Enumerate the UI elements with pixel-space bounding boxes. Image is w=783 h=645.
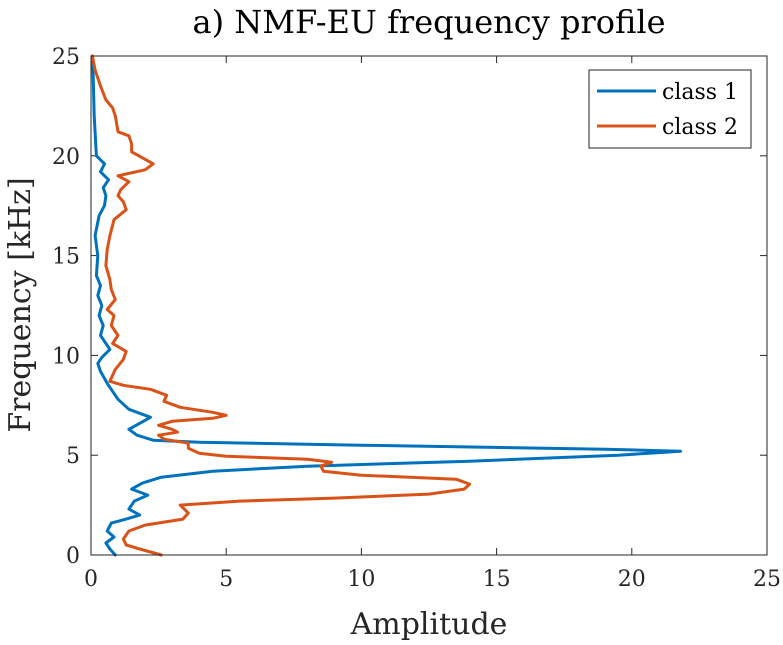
plot-frame bbox=[90, 55, 768, 556]
y-axis-title: Frequency [kHz] bbox=[3, 177, 38, 432]
x-tick-label: 5 bbox=[219, 567, 233, 592]
x-tick-label: 0 bbox=[84, 567, 98, 592]
series-line-class-2 bbox=[90, 54, 472, 557]
legend-label-class-2: class 2 bbox=[662, 115, 738, 140]
y-tick-label: 0 bbox=[66, 544, 80, 569]
y-tick-label: 15 bbox=[52, 245, 80, 270]
legend-box bbox=[588, 69, 752, 149]
legend-label-class-1: class 1 bbox=[662, 80, 738, 105]
legend: class 1 class 2 bbox=[588, 69, 752, 149]
tick-labels: 0 5 10 15 20 25 0 5 10 15 20 25 bbox=[52, 45, 781, 592]
x-axis-title: Amplitude bbox=[350, 607, 508, 642]
series-line-class-1 bbox=[90, 54, 682, 557]
y-tick-label: 25 bbox=[52, 45, 80, 70]
y-tick-label: 10 bbox=[52, 344, 80, 369]
chart-title: a) NMF-EU frequency profile bbox=[192, 3, 665, 41]
series-lines bbox=[90, 54, 682, 557]
x-tick-label: 15 bbox=[483, 567, 511, 592]
y-tick-label: 20 bbox=[52, 145, 80, 170]
x-tick-label: 10 bbox=[347, 567, 375, 592]
x-tick-label: 20 bbox=[618, 567, 646, 592]
x-tick-label: 25 bbox=[753, 567, 781, 592]
y-tick-label: 5 bbox=[66, 444, 80, 469]
